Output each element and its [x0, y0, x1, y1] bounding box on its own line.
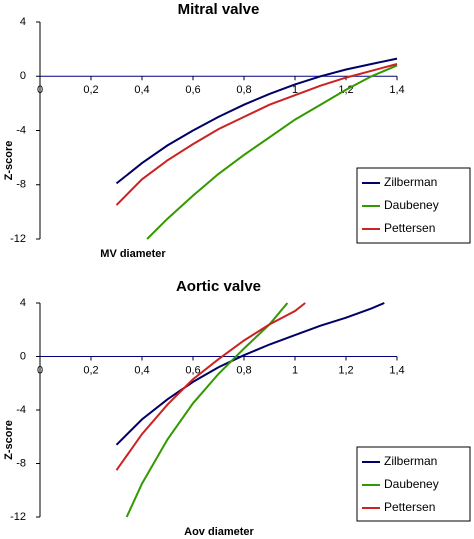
legend-label: Zilberman — [384, 175, 437, 189]
data-line — [125, 302, 289, 518]
y-tick-label: 4 — [20, 297, 26, 309]
y-axis-label: Z-score — [3, 141, 15, 181]
legend: Zilberman Daubeney Pettersen — [356, 167, 471, 244]
x-axis-label: MV diameter — [100, 248, 166, 260]
data-line — [115, 302, 306, 471]
y-tick-label: -8 — [16, 457, 26, 469]
x-tick-label: 0,2 — [83, 364, 98, 376]
x-tick-label: 1,2 — [338, 364, 353, 376]
x-tick-label: 0,8 — [236, 364, 251, 376]
legend-label: Zilberman — [384, 454, 437, 468]
x-tick-label: 0,6 — [185, 364, 200, 376]
chart: Aortic valve 4 0 -4 -8 -12 0 0,2 0,4 0,6 0,8 1 1,2 1,… — [3, 278, 471, 538]
x-axis-label: Aov diameter — [184, 526, 254, 538]
x-tick-label: 1 — [292, 84, 298, 96]
y-tick-label: 0 — [20, 350, 26, 362]
y-tick-label: -8 — [16, 179, 26, 191]
y-tick-label: -12 — [10, 233, 26, 245]
data-line — [146, 64, 398, 240]
legend: Zilberman Daubeney Pettersen — [356, 446, 471, 522]
x-tick-label: 0 — [37, 364, 43, 376]
y-tick-label: -4 — [16, 404, 26, 416]
data-line — [115, 63, 398, 206]
x-tick-label: 0,2 — [83, 84, 98, 96]
x-tick-label: 0,8 — [236, 84, 251, 96]
legend-label: Daubeney — [384, 198, 439, 212]
y-axis-label: Z-score — [3, 420, 15, 460]
x-tick-label: 1,4 — [389, 364, 404, 376]
y-tick-label: -12 — [10, 511, 26, 523]
y-tick-label: 0 — [20, 70, 26, 82]
y-tick-label: 4 — [20, 16, 26, 28]
x-tick-label: 1 — [292, 364, 298, 376]
chart-title: Aortic valve — [176, 278, 261, 295]
x-tick-label: 0 — [37, 84, 43, 96]
data-line — [115, 57, 398, 185]
x-tick-label: 0,6 — [185, 84, 200, 96]
x-tick-label: 1,4 — [389, 84, 404, 96]
chart-title: Mitral valve — [178, 1, 260, 18]
y-tick-label: -4 — [16, 124, 26, 136]
data-line — [115, 302, 385, 446]
x-tick-label: 0,4 — [134, 84, 149, 96]
legend-label: Daubeney — [384, 477, 439, 491]
legend-label: Pettersen — [384, 221, 435, 235]
legend-label: Pettersen — [384, 500, 435, 514]
x-tick-label: 0,4 — [134, 364, 149, 376]
